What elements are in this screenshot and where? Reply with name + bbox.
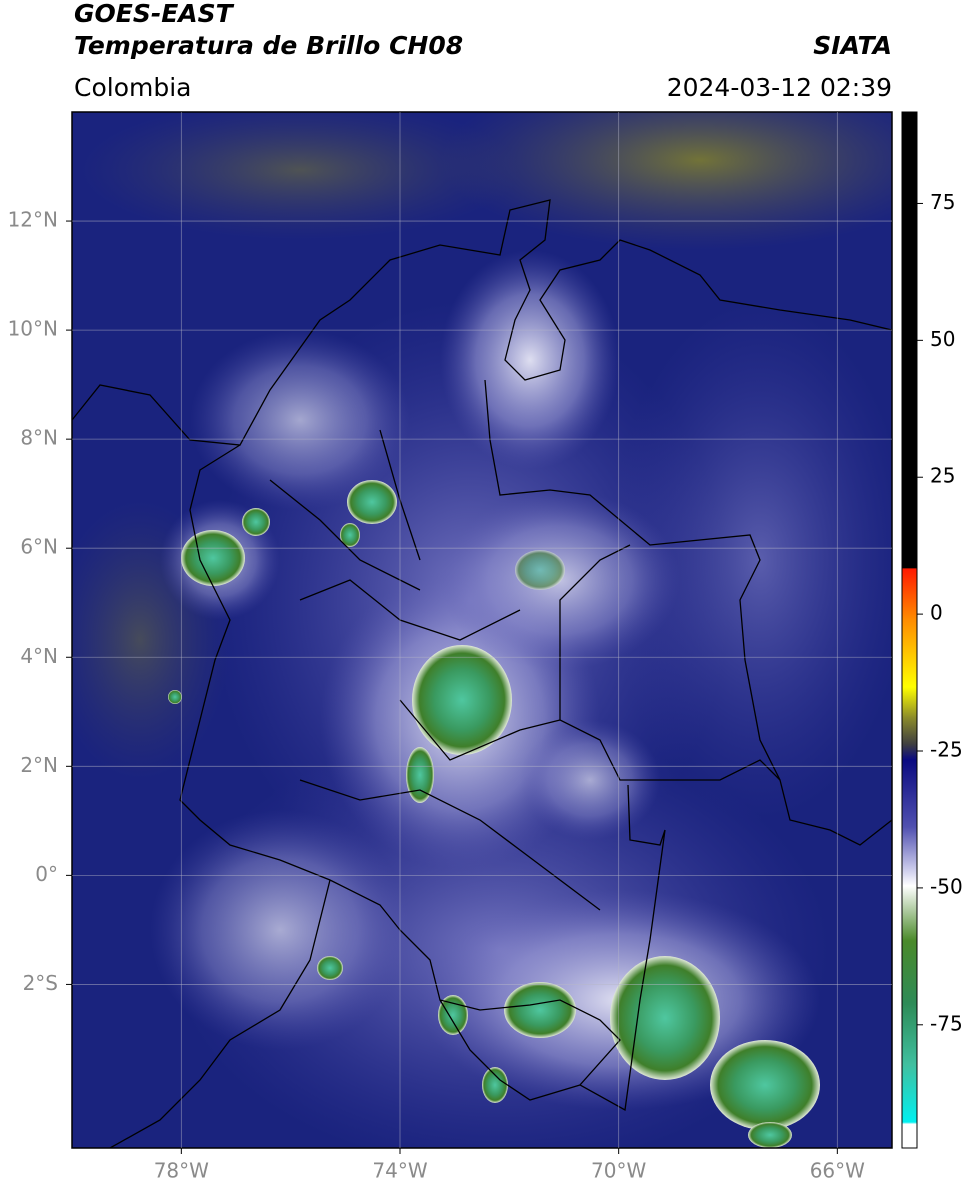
map-frame <box>71 111 893 1149</box>
x-tick-label: 78°W <box>154 1159 209 1183</box>
y-tick-label: 12°N <box>8 208 58 232</box>
colorbar-tick-label: 50 <box>930 327 955 351</box>
colorbar-tick-label: 25 <box>930 464 955 488</box>
y-tick-label: 10°N <box>8 317 58 341</box>
x-tick-label: 70°W <box>591 1159 646 1183</box>
colorbar-tick-label: -25 <box>930 738 963 762</box>
source-label: SIATA <box>813 31 892 60</box>
region-label: Colombia <box>74 73 191 102</box>
x-tick-label: 74°W <box>372 1159 427 1183</box>
y-tick-label: 0° <box>35 862 58 886</box>
colorbar-tick-label: -75 <box>930 1011 963 1035</box>
y-tick-label: 2°S <box>23 971 58 995</box>
timestamp: 2024-03-12 02:39 <box>667 73 892 102</box>
colorbar-tick-label: 75 <box>930 190 955 214</box>
product-title: Temperatura de Brillo CH08 <box>74 31 463 60</box>
y-tick-label: 6°N <box>20 535 58 559</box>
satellite-image <box>72 112 892 1148</box>
y-tick-label: 2°N <box>20 753 58 777</box>
satellite-title: GOES-EAST <box>74 0 235 28</box>
colorbar <box>901 111 918 1149</box>
colorbar-tick-label: 0 <box>930 601 943 625</box>
y-tick-label: 8°N <box>20 426 58 450</box>
x-tick-label: 66°W <box>810 1159 865 1183</box>
y-tick-label: 4°N <box>20 644 58 668</box>
colorbar-tick-label: -50 <box>930 874 963 898</box>
